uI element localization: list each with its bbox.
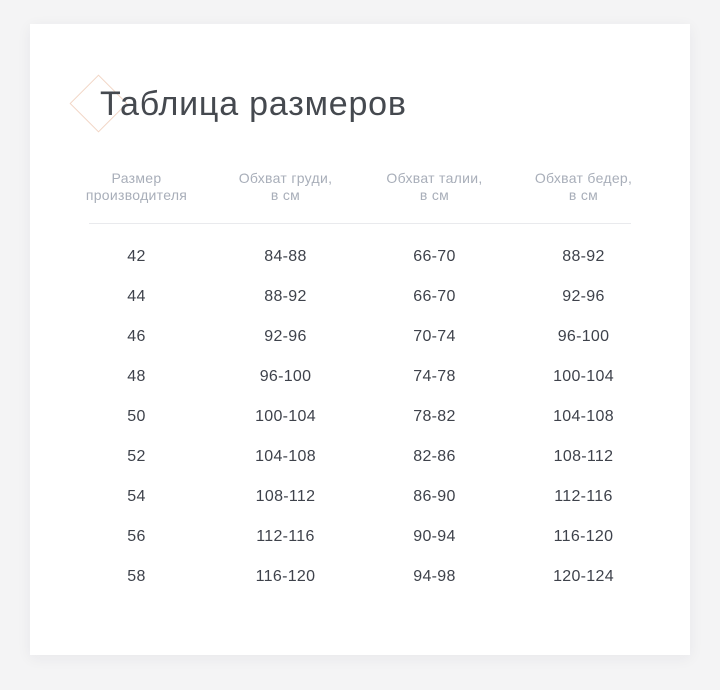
column-header-line2: в см [419,187,450,203]
table-cell: 88-92 [562,248,605,265]
table-cell: 84-88 [264,248,307,265]
header-divider [89,223,631,224]
table-cell: 116-120 [553,528,614,545]
table-row: 54 108-112 86-90 112-116 [62,477,658,517]
table-cell: 94-98 [413,568,456,585]
table-cell: 104-108 [255,448,316,465]
column-header-line2: в см [270,187,301,203]
table-cell: 92-96 [264,328,307,345]
column-header: Размер производителя [62,170,211,204]
column-header-line1: Обхват талии, [386,170,483,186]
table-cell: 44 [127,288,146,305]
table-cell: 112-116 [256,528,315,545]
table-cell: 100-104 [553,368,614,385]
table-cell: 58 [127,568,146,585]
table-cell: 100-104 [255,408,316,425]
table-row: 44 88-92 66-70 92-96 [62,277,658,317]
table-cell: 86-90 [413,488,456,505]
table-body: 42 84-88 66-70 88-92 44 88-92 66-70 92-96 46 92-9… [62,237,658,597]
table-cell: 90-94 [413,528,456,545]
table-row: 50 100-104 78-82 104-108 [62,397,658,437]
table-row: 46 92-96 70-74 96-100 [62,317,658,357]
table-cell: 96-100 [259,368,312,385]
table-cell: 104-108 [553,408,614,425]
column-header-line1: Обхват груди, [238,170,333,186]
table-cell: 78-82 [413,408,456,425]
column-header-line2: в см [568,187,599,203]
table-cell: 52 [127,448,146,465]
column-header: Обхват талии, в см [360,170,509,204]
table-cell: 108-112 [553,448,614,465]
table-cell: 56 [127,528,146,545]
column-header-line2: производителя [85,187,188,203]
table-cell: 88-92 [264,288,307,305]
table-cell: 74-78 [413,368,456,385]
table-cell: 108-112 [255,488,316,505]
column-header-line1: Размер [111,170,162,186]
size-table: Размер производителя Обхват груди, в см Обхв… [62,170,658,597]
table-cell: 116-120 [255,568,316,585]
table-cell: 46 [127,328,146,345]
column-header-line1: Обхват бедер, [534,170,633,186]
table-row: 42 84-88 66-70 88-92 [62,237,658,277]
column-header: Обхват бедер, в см [509,170,658,204]
column-header: Обхват груди, в см [211,170,360,204]
table-cell: 66-70 [413,248,456,265]
table-cell: 50 [127,408,146,425]
table-cell: 92-96 [562,288,605,305]
size-chart-card: Таблица размеров Размер производителя Обхв… [30,24,690,655]
table-cell: 112-116 [554,488,613,505]
table-cell: 66-70 [413,288,456,305]
table-row: 58 116-120 94-98 120-124 [62,557,658,597]
table-cell: 48 [127,368,146,385]
table-row: 48 96-100 74-78 100-104 [62,357,658,397]
table-cell: 120-124 [553,568,614,585]
table-cell: 54 [127,488,146,505]
table-row: 56 112-116 90-94 116-120 [62,517,658,557]
table-cell: 82-86 [413,448,456,465]
table-cell: 42 [127,248,146,265]
table-row: 52 104-108 82-86 108-112 [62,437,658,477]
table-cell: 70-74 [413,328,456,345]
table-header: Размер производителя Обхват груди, в см Обхв… [62,170,658,204]
table-cell: 96-100 [557,328,610,345]
page-title: Таблица размеров [100,85,407,123]
